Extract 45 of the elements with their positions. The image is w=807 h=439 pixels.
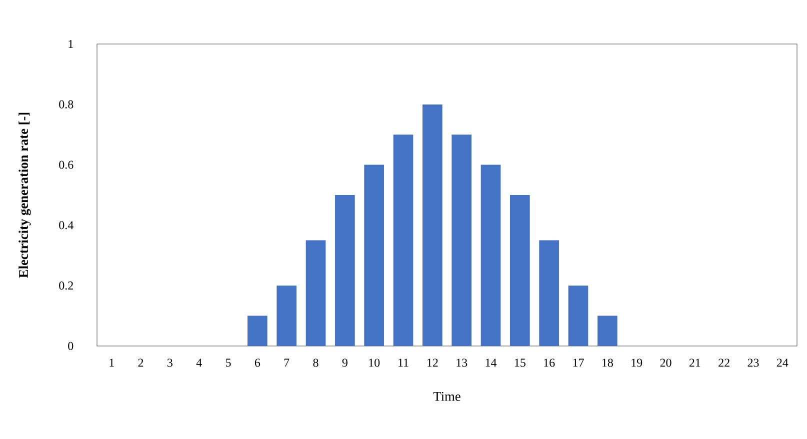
x-tick-label: 3 (167, 358, 172, 367)
x-tick-label: 18 (602, 358, 613, 367)
x-tick-label: 4 (196, 358, 202, 367)
x-tick-label: 10 (369, 358, 380, 367)
x-tick-label: 20 (660, 358, 672, 367)
x-tick-label: 23 (748, 358, 759, 367)
bar (510, 194, 530, 346)
y-tick-label: 0.4 (59, 221, 74, 230)
bar (539, 240, 559, 346)
x-tick-label: 21 (689, 358, 700, 367)
y-axis-title: Electricity generation rate [-] (18, 112, 31, 278)
x-tick-label: 9 (342, 358, 348, 367)
x-tick-label: 12 (427, 358, 438, 367)
bar (335, 194, 355, 346)
y-tick-label: 0 (68, 342, 74, 350)
x-tick-label: 2 (138, 358, 144, 367)
bar (452, 134, 472, 346)
bar (568, 286, 588, 346)
bar (306, 240, 326, 346)
x-tick-label: 17 (573, 358, 584, 367)
x-tick-label: 15 (514, 358, 526, 367)
x-tick-label: 1 (110, 358, 114, 367)
x-tick-label: 6 (254, 358, 260, 367)
x-tick-label: 11 (398, 358, 408, 367)
x-tick-label: 8 (313, 358, 318, 367)
bar (248, 316, 268, 346)
x-tick-label: 7 (284, 358, 290, 367)
x-tick-label: 16 (544, 358, 555, 367)
x-tick-label: 13 (456, 358, 468, 367)
x-tick-label: 19 (632, 358, 642, 367)
bar (393, 134, 414, 346)
x-tick-label: 5 (226, 358, 231, 367)
x-tick-label: 24 (776, 358, 788, 367)
x-tick-label: 22 (718, 358, 730, 367)
bar (276, 286, 297, 346)
bar (364, 164, 384, 346)
bar (598, 316, 618, 346)
bar (480, 164, 501, 346)
y-tick-label: 1 (68, 40, 73, 48)
y-tick-label: 0.2 (59, 282, 73, 290)
bar (422, 104, 442, 346)
x-axis-title: Time (433, 392, 460, 401)
y-tick-label: 0.6 (59, 160, 74, 169)
y-tick-label: 0.8 (59, 100, 74, 108)
x-tick-label: 14 (486, 358, 497, 367)
